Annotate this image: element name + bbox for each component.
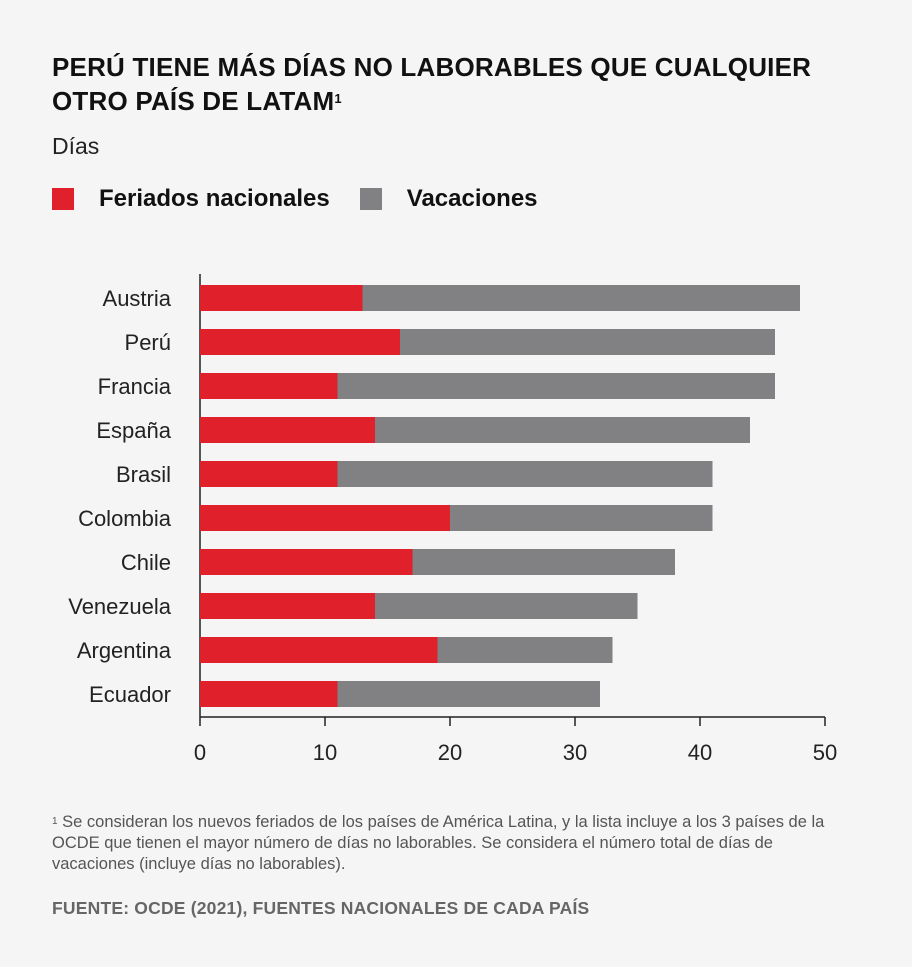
bar-feriados-6 bbox=[200, 549, 413, 575]
legend-label-feriados: Feriados nacionales bbox=[99, 185, 330, 212]
bar-vacaciones-3 bbox=[375, 417, 750, 443]
title-footnote-mark: 1 bbox=[334, 91, 342, 106]
chart-title: PERÚ TIENE MÁS DÍAS NO LABORABLES QUE CU… bbox=[52, 50, 882, 118]
footnote-mark: 1 bbox=[52, 816, 58, 827]
legend-label-vacaciones: Vacaciones bbox=[406, 185, 538, 212]
legend-item-vacaciones: Vacaciones bbox=[359, 185, 538, 213]
category-label-5: Colombia bbox=[78, 506, 172, 531]
bar-feriados-8 bbox=[200, 637, 438, 663]
bar-vacaciones-4 bbox=[337, 461, 713, 487]
bar-feriados-3 bbox=[200, 417, 375, 443]
category-label-1: Perú bbox=[125, 330, 171, 355]
bar-feriados-4 bbox=[200, 461, 338, 487]
chart-title-text: PERÚ TIENE MÁS DÍAS NO LABORABLES QUE CU… bbox=[52, 52, 812, 116]
x-tick-label-1: 10 bbox=[313, 740, 337, 765]
bar-feriados-5 bbox=[200, 505, 450, 531]
bar-chart: Austria Perú Francia España Brasil Colombia Ch… bbox=[68, 274, 837, 765]
category-label-7: Venezuela bbox=[68, 594, 172, 619]
bar-feriados-2 bbox=[200, 373, 338, 399]
bar-vacaciones-2 bbox=[337, 373, 775, 399]
legend-swatch-vacaciones bbox=[359, 188, 382, 210]
footnote: 1 Se consideran los nuevos feriados de l… bbox=[52, 812, 852, 875]
bar-vacaciones-1 bbox=[400, 329, 775, 355]
bar-feriados-9 bbox=[200, 681, 338, 707]
bar-feriados-0 bbox=[200, 285, 363, 311]
bar-vacaciones-6 bbox=[412, 549, 675, 575]
bar-vacaciones-7 bbox=[375, 593, 638, 619]
bar-feriados-7 bbox=[200, 593, 375, 619]
category-label-6: Chile bbox=[121, 550, 171, 575]
x-tick-label-0: 0 bbox=[194, 740, 206, 765]
category-label-2: Francia bbox=[98, 374, 172, 399]
bar-vacaciones-5 bbox=[450, 505, 713, 531]
legend-swatch-feriados bbox=[52, 188, 74, 210]
x-tick-label-4: 40 bbox=[688, 740, 712, 765]
bar-feriados-1 bbox=[200, 329, 400, 355]
bar-vacaciones-9 bbox=[337, 681, 600, 707]
legend: Feriados nacionales Vacaciones bbox=[52, 185, 568, 213]
category-label-8: Argentina bbox=[77, 638, 172, 663]
x-tick-label-2: 20 bbox=[438, 740, 462, 765]
category-label-4: Brasil bbox=[116, 462, 171, 487]
bar-vacaciones-8 bbox=[437, 637, 613, 663]
x-tick-label-5: 50 bbox=[813, 740, 837, 765]
footnote-text: Se consideran los nuevos feriados de los… bbox=[52, 813, 825, 873]
category-label-9: Ecuador bbox=[89, 682, 171, 707]
units-label: Días bbox=[52, 133, 100, 159]
x-tick-label-3: 30 bbox=[563, 740, 587, 765]
legend-item-feriados: Feriados nacionales bbox=[52, 185, 330, 213]
bar-vacaciones-0 bbox=[362, 285, 800, 311]
source-note: FUENTE: OCDE (2021), FUENTES NACIONALES … bbox=[52, 898, 590, 918]
category-label-0: Austria bbox=[103, 286, 172, 311]
category-label-3: España bbox=[96, 418, 171, 443]
